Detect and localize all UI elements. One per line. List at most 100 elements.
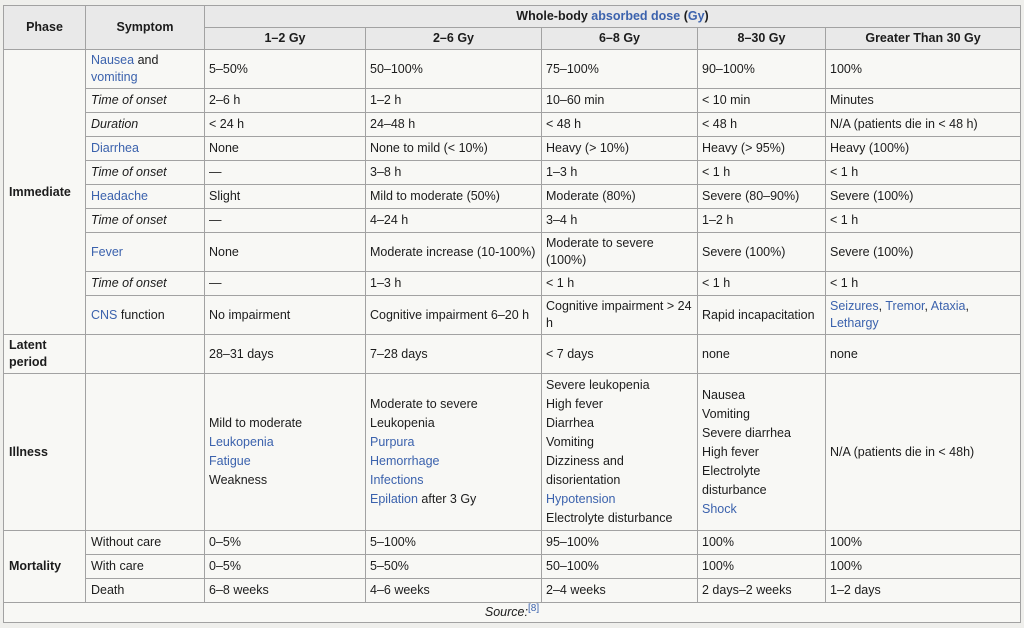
wiki-link[interactable]: Hemorrhage [370,454,440,468]
value-cell: Severe leukopenia High fever Diarrhea Vomit… [541,373,698,531]
table-row: Time of onset — 3–8 h 1–3 h < 1 h < 1 h [4,160,1022,185]
text-run: 100% [830,535,862,549]
wiki-link[interactable]: Infections [370,473,424,487]
table-row: Duration < 24 h 24–48 h < 48 h < 48 h N/A (pa… [4,112,1022,137]
value-cell: N/A (patients die in < 48h) [824,373,1022,531]
phase-cell: Illness [3,373,86,531]
wiki-link[interactable]: Purpura [370,435,415,449]
text-run: , [965,299,969,313]
table-row: Diarrhea None None to mild (< 10%) Heavy (>… [4,136,1022,161]
text-run: Severe (100%) [830,189,914,203]
value-cell: Cognitive impairment > 24 h [541,295,698,335]
value-cell: 0–5% [204,554,366,579]
phase-cell: Latent period [3,334,86,374]
value-cell: Severe (100%) [824,184,1022,209]
phase-cell: Immediate [3,49,86,335]
text-run: 1–3 h [370,276,402,290]
wiki-link[interactable]: [8] [527,602,540,614]
value-cell: Minutes [824,88,1022,113]
text-run: Severe diarrhea [702,425,791,440]
value-cell: 1–2 h [365,88,542,113]
radiation-dose-symptom-table: Phase Symptom Whole-body absorbed dose (… [2,5,1022,623]
text-run: Heavy (100%) [830,141,910,155]
value-cell: 50–100% [541,554,698,579]
wiki-link[interactable]: Fatigue [209,454,251,468]
text-run: < 1 h [830,213,859,227]
text-run: Time of onset [91,276,167,290]
text-run: High fever [546,397,603,411]
value-cell: 1–2 h [697,208,826,233]
wiki-link[interactable]: Tremor [885,299,925,313]
text-run: Severe (100%) [702,244,786,259]
wiki-link[interactable]: Shock [702,501,737,516]
value-cell: < 1 h [824,271,1022,296]
text-run: 0–5% [209,535,241,549]
text-run: Mild to moderate (50%) [370,189,500,203]
text-run: With care [91,559,144,573]
text-run: function [117,307,165,322]
value-cell: 6–8 weeks [204,578,366,603]
symptom-cell: Time of onset [85,208,205,233]
value-cell: < 48 h [697,112,826,137]
wiki-link[interactable]: Ataxia [930,299,966,313]
value-cell: N/A (patients die in < 48 h) [824,112,1022,137]
text-run: 6–8 weeks [209,583,269,597]
text-run: Slight [209,189,241,203]
value-cell: < 24 h [204,112,366,137]
value-cell: 5–50% [365,554,542,579]
wiki-link[interactable]: Lethargy [830,316,879,330]
text-run: — [209,165,222,179]
value-cell: 100% [697,554,826,579]
value-cell: 1–3 h [365,271,542,296]
wiki-link[interactable]: Gy [687,9,705,23]
text-run: — [209,213,222,227]
text-run: 50–100% [546,559,599,573]
phase-column-header: Phase [3,5,86,50]
text-run: 90–100% [702,61,755,76]
value-cell: Moderate to severe (100%) [541,232,698,272]
wiki-link[interactable]: Diarrhea [91,141,139,155]
value-cell: 5–50% [204,49,366,89]
value-cell: 90–100% [697,49,826,89]
wiki-link[interactable]: Nausea [91,53,135,67]
table-row: Time of onset — 4–24 h 3–4 h 1–2 h < 1 h [4,208,1022,233]
text-run: Electrolyte disturbance [546,511,673,525]
text-run: None [209,244,239,259]
value-cell: 4–24 h [365,208,542,233]
wiki-link[interactable]: Epilation [370,492,418,506]
value-cell: 50–100% [365,49,542,89]
text-run: Vomiting [546,435,594,449]
wiki-link[interactable]: Headache [91,189,148,203]
symptom-cell: Time of onset [85,88,205,113]
text-run: Rapid incapacitation [702,307,815,322]
text-run: 100% [830,559,862,573]
text-run: 100% [702,559,734,573]
text-run: , [878,299,886,313]
wiki-link[interactable]: vomiting [91,70,138,84]
text-run: Time of onset [91,93,167,107]
value-cell: Cognitive impairment 6–20 h [365,295,542,335]
wiki-link[interactable]: Seizures [830,299,879,313]
text-run: Severe (100%) [830,244,914,259]
text-run: N/A (patients die in < 48 h) [830,117,978,131]
text-run: < 1 h [702,165,731,179]
header-row-1: Phase Symptom Whole-body absorbed dose (… [3,5,1022,50]
value-cell: Heavy (> 10%) [541,136,698,161]
wiki-link[interactable]: Leukopenia [209,435,274,449]
text-run: 1–3 h [546,165,578,179]
text-run: 7–28 days [370,346,428,361]
wiki-link[interactable]: CNS [91,307,118,322]
text-run: Time of onset [91,213,167,227]
text-run: 75–100% [546,61,599,76]
value-cell: < 1 h [697,160,826,185]
wiki-link[interactable]: Hypotension [546,492,616,506]
wiki-link[interactable]: absorbed dose [591,9,681,23]
value-cell: 2–4 weeks [541,578,698,603]
table-row: Time of onset 2–6 h 1–2 h 10–60 min < 10 min… [4,88,1022,113]
wiki-link[interactable]: Fever [91,244,123,259]
text-run: 1–2 h [702,213,734,227]
text-run: Source: [484,605,528,619]
text-run: 5–50% [209,61,248,76]
value-cell: — [204,208,366,233]
text-run: 4–24 h [370,213,409,227]
